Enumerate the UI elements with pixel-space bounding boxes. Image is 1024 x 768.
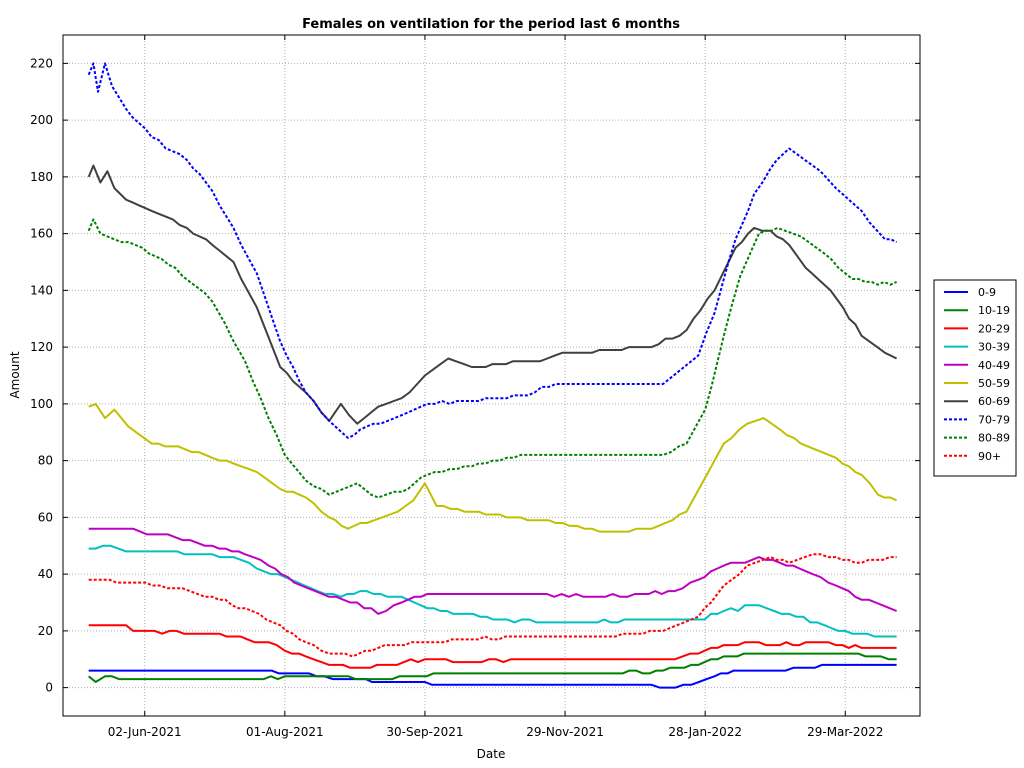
series-line-60-69: [87, 164, 898, 425]
legend: 0-9 10-19 20-29 30-39 40-49 50-59 60-69 70-79 80…: [933, 279, 1017, 477]
x-tick-label: 29-Mar-2022: [807, 725, 883, 739]
x-tick-label: 02-Jun-2021: [108, 725, 182, 739]
grid: [63, 35, 920, 716]
legend-label: 60-69: [978, 395, 1010, 408]
legend-label: 0-9: [978, 286, 996, 299]
legend-label: 20-29: [978, 322, 1010, 335]
x-tick-label: 30-Sep-2021: [386, 725, 463, 739]
y-tick-label: 40: [38, 567, 53, 581]
series-line-70-79: [87, 62, 898, 439]
y-axis-label: Amount: [8, 351, 22, 398]
x-axis: 02-Jun-2021 01-Aug-2021 30-Sep-2021 29-Nov-…: [108, 35, 883, 739]
x-axis-label: Date: [477, 747, 506, 761]
y-tick-label: 0: [45, 681, 53, 695]
series-line-30-39: [88, 544, 897, 638]
series-line-50-59: [88, 402, 898, 533]
legend-label: 70-79: [978, 413, 1010, 426]
y-tick-label: 220: [30, 56, 53, 70]
y-tick-label: 200: [30, 113, 53, 127]
y-tick-label: 120: [30, 340, 53, 354]
legend-label: 30-39: [978, 341, 1010, 354]
y-tick-label: 180: [30, 170, 53, 184]
series-line-90+: [88, 553, 897, 658]
legend-box: [933, 279, 1017, 477]
series-line-20-29: [88, 624, 897, 669]
series-line-10-19: [88, 652, 897, 683]
y-tick-label: 140: [30, 283, 53, 297]
legend-label: 40-49: [978, 359, 1010, 372]
plot-frame: [62, 34, 921, 717]
legend-label: 90+: [978, 450, 1001, 463]
y-tick-label: 80: [38, 454, 53, 468]
series-line-40-49: [88, 527, 897, 615]
legend-label: 10-19: [978, 304, 1010, 317]
x-tick-label: 29-Nov-2021: [526, 725, 604, 739]
series-line-80-89: [87, 218, 898, 499]
y-tick-label: 60: [38, 510, 53, 524]
y-tick-label: 20: [38, 624, 53, 638]
x-tick-label: 01-Aug-2021: [246, 725, 324, 739]
legend-label: 80-89: [978, 432, 1010, 445]
x-tick-label: 28-Jan-2022: [668, 725, 742, 739]
chart-title: Females on ventilation for the period la…: [302, 17, 680, 32]
series-lines: [87, 62, 898, 689]
y-tick-label: 160: [30, 227, 53, 241]
legend-label: 50-59: [978, 377, 1010, 390]
y-tick-label: 100: [30, 397, 53, 411]
y-axis: 0 20 40 60 80 100 120 140 160 180 200 220: [30, 56, 920, 695]
series-line-0-9: [88, 663, 897, 689]
